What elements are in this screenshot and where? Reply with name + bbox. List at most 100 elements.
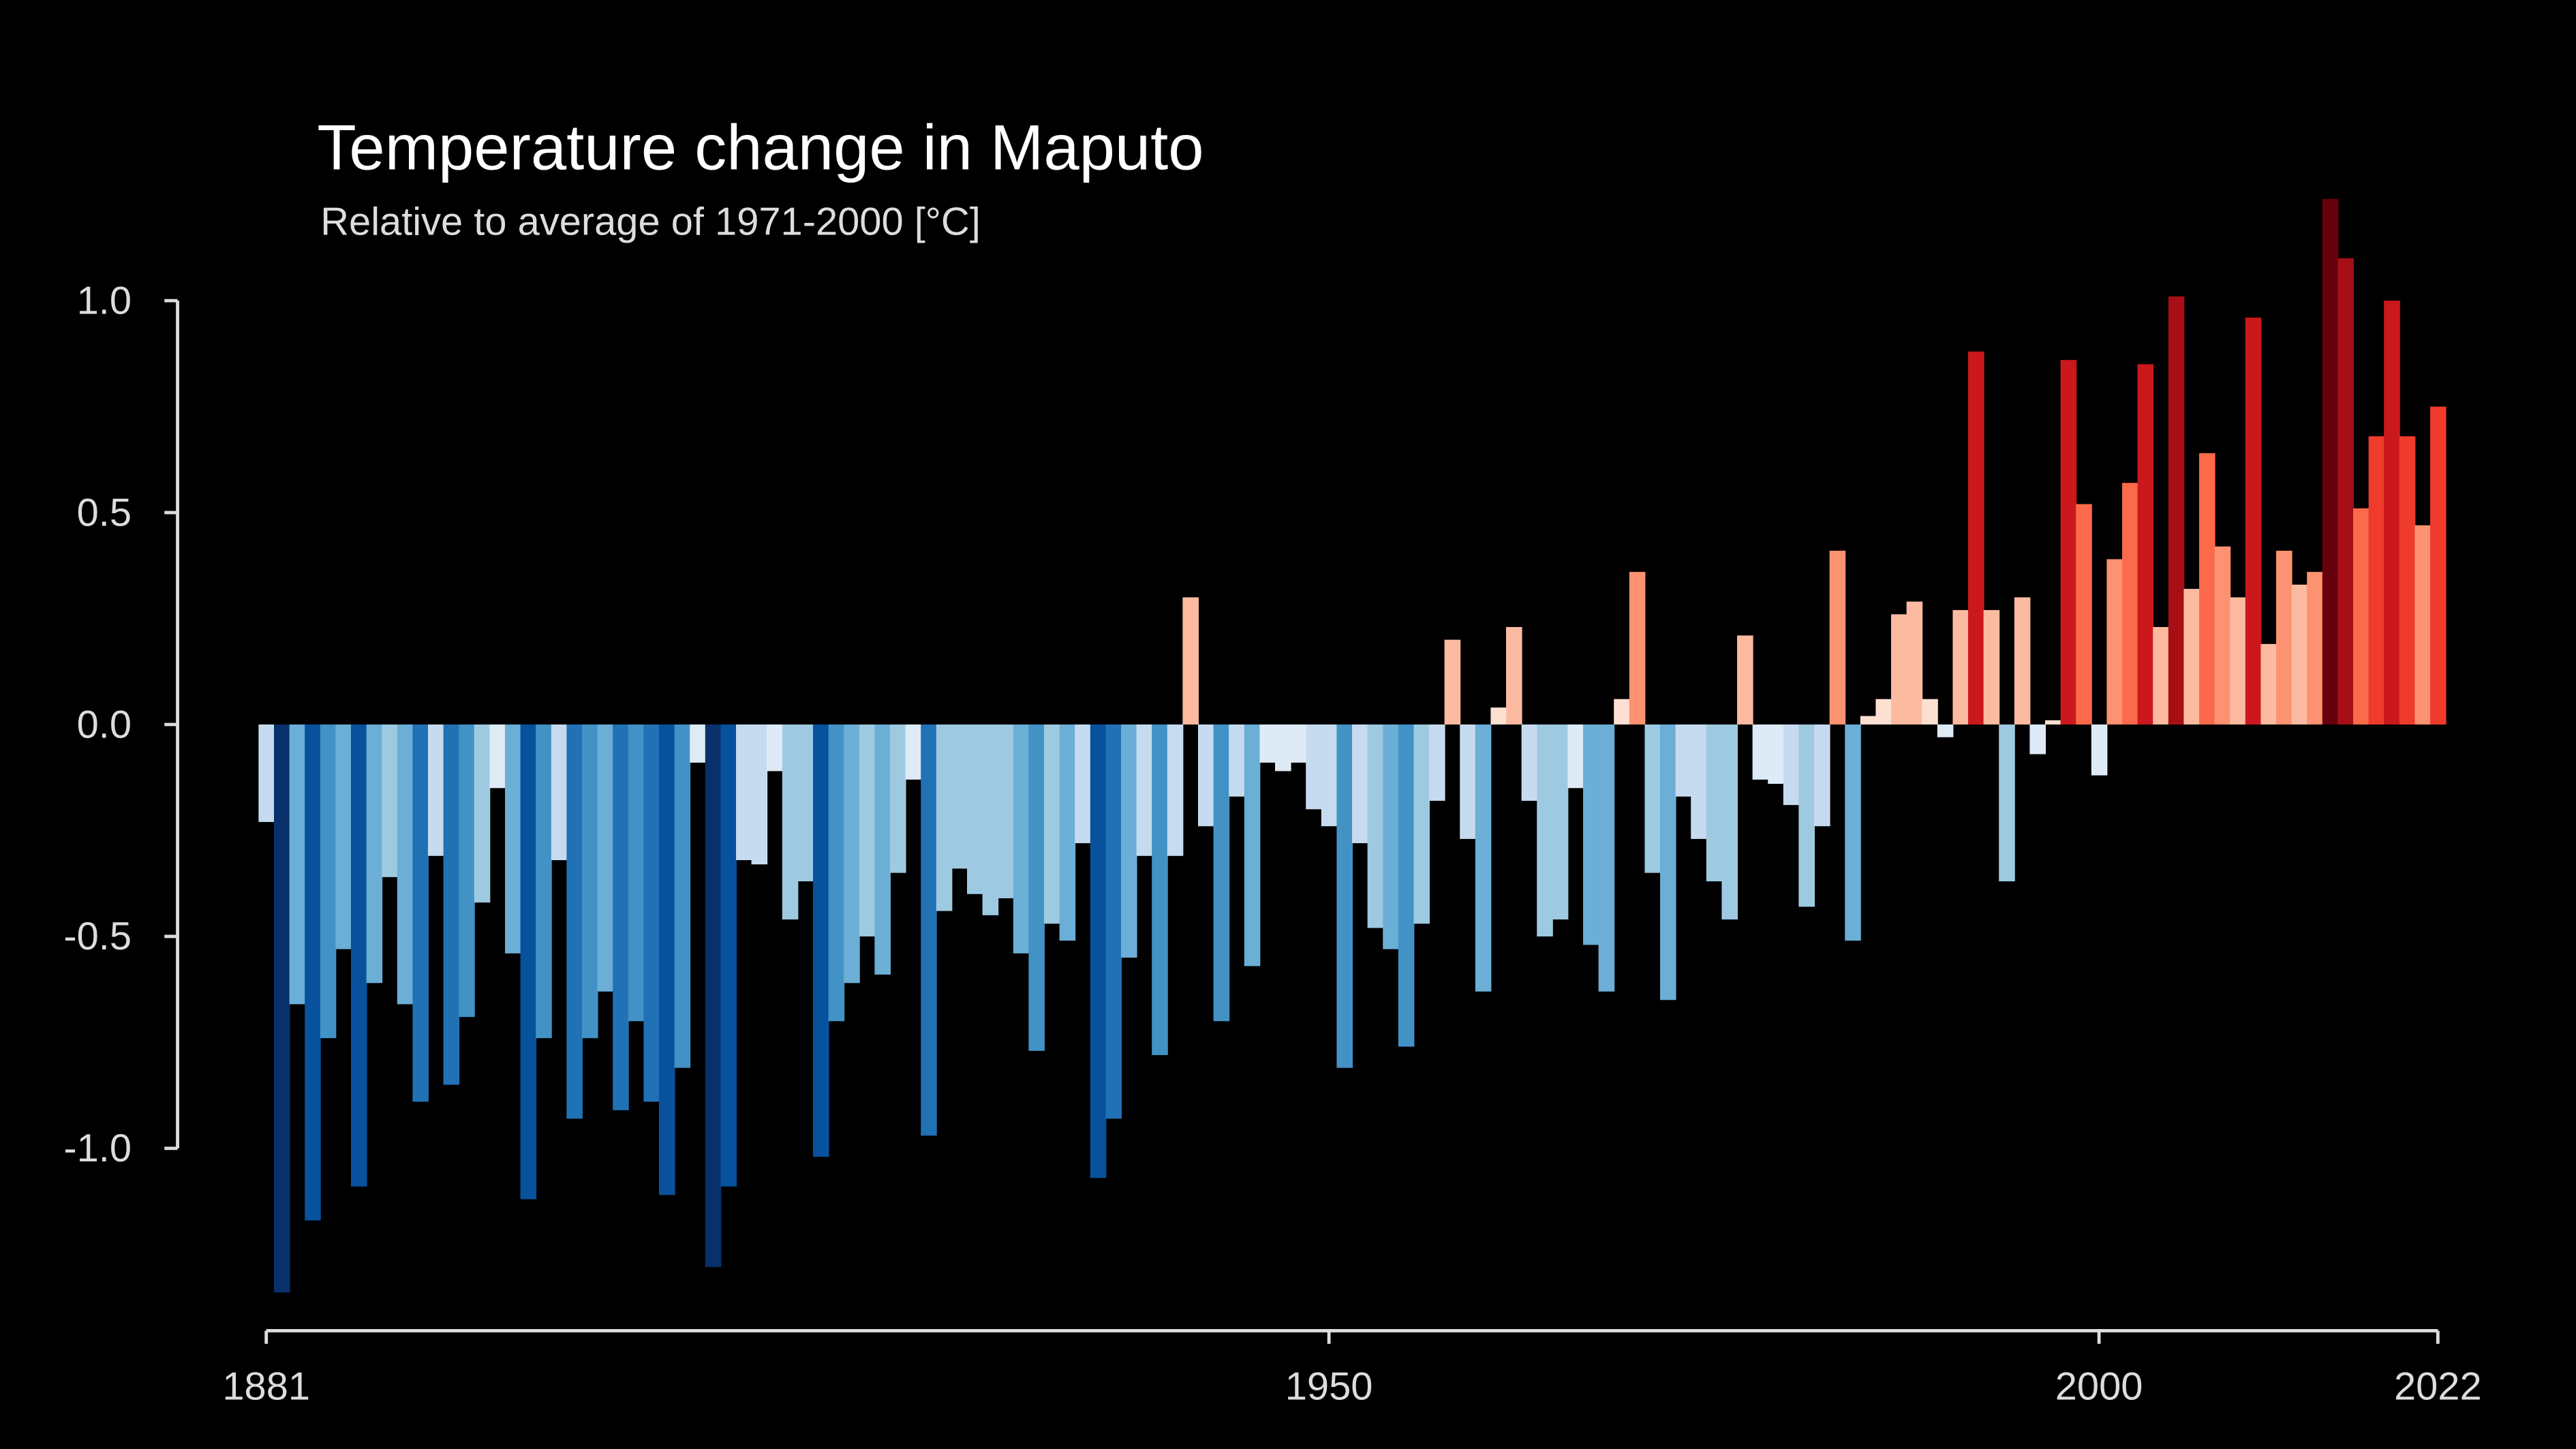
bar bbox=[2137, 364, 2154, 724]
bar bbox=[1783, 724, 1800, 806]
bar bbox=[1691, 724, 1707, 839]
bar bbox=[2045, 720, 2061, 724]
bar bbox=[2029, 724, 2046, 754]
bar bbox=[2214, 546, 2231, 724]
bar bbox=[1167, 724, 1184, 856]
bar bbox=[1490, 707, 1507, 724]
bar bbox=[751, 724, 768, 865]
bar bbox=[2106, 559, 2123, 724]
bar bbox=[767, 724, 783, 772]
x-tick-label: 1950 bbox=[1285, 1365, 1373, 1409]
bar bbox=[674, 724, 691, 1068]
bar bbox=[366, 724, 383, 983]
bar bbox=[1383, 724, 1399, 949]
bar bbox=[505, 724, 521, 954]
bar bbox=[2199, 453, 2215, 724]
bar bbox=[1629, 572, 1646, 724]
bar bbox=[1136, 724, 1153, 856]
bar bbox=[1860, 716, 1877, 724]
bar bbox=[1737, 635, 1753, 724]
bar bbox=[2276, 551, 2293, 724]
bar bbox=[1013, 724, 1030, 954]
bar bbox=[936, 724, 953, 911]
bar bbox=[351, 724, 367, 1187]
bar bbox=[967, 724, 983, 894]
bar bbox=[1875, 699, 1892, 724]
bar bbox=[1259, 724, 1276, 763]
bar bbox=[998, 724, 1014, 898]
bar bbox=[1814, 724, 1830, 827]
bar bbox=[782, 724, 799, 920]
x-tick-label: 2022 bbox=[2394, 1365, 2482, 1409]
bar bbox=[1952, 610, 1969, 724]
bar bbox=[551, 724, 568, 861]
bar bbox=[1306, 724, 1322, 810]
bar bbox=[1121, 724, 1137, 958]
chart-title: Temperature change in Maputo bbox=[317, 111, 1203, 183]
bar bbox=[1906, 601, 1923, 724]
chart-subtitle: Relative to average of 1971-2000 [°C] bbox=[320, 200, 981, 244]
bar bbox=[628, 724, 645, 1022]
y-tick-label: 1.0 bbox=[77, 279, 132, 322]
bar bbox=[382, 724, 398, 877]
bar bbox=[1290, 724, 1307, 763]
bar bbox=[1752, 724, 1769, 780]
y-tick-label: -1.0 bbox=[63, 1127, 132, 1170]
bar bbox=[258, 724, 275, 823]
bar bbox=[289, 724, 306, 1005]
bar bbox=[2322, 198, 2339, 724]
bar bbox=[2183, 588, 2200, 724]
bar bbox=[1644, 724, 1661, 873]
bar bbox=[1706, 724, 1723, 882]
bar bbox=[2430, 406, 2447, 724]
y-tick-label: 0.0 bbox=[77, 703, 132, 746]
bar bbox=[2337, 258, 2354, 725]
bar bbox=[566, 724, 583, 1119]
bar bbox=[2076, 504, 2092, 724]
bar bbox=[1999, 724, 2015, 882]
bar bbox=[1460, 724, 1476, 839]
bar bbox=[659, 724, 675, 1195]
bar bbox=[720, 724, 737, 1187]
bar bbox=[443, 724, 460, 1085]
bar bbox=[1552, 724, 1569, 920]
bar bbox=[1244, 724, 1261, 966]
bar bbox=[1429, 724, 1445, 801]
bar bbox=[736, 724, 752, 861]
x-tick-label: 1881 bbox=[222, 1365, 310, 1409]
bar bbox=[2245, 317, 2262, 724]
bar bbox=[705, 724, 722, 1268]
bar bbox=[921, 724, 937, 1136]
bar bbox=[1614, 699, 1630, 724]
bar bbox=[1521, 724, 1538, 801]
bar bbox=[813, 724, 829, 1157]
bar bbox=[305, 724, 321, 1221]
bar bbox=[690, 724, 706, 763]
bar bbox=[1983, 610, 2000, 724]
bar bbox=[1660, 724, 1676, 1001]
bar bbox=[1798, 724, 1815, 907]
bar bbox=[2414, 525, 2431, 724]
bar bbox=[2168, 296, 2185, 725]
bar bbox=[1321, 724, 1338, 827]
bar bbox=[2060, 360, 2077, 724]
bar bbox=[1444, 639, 1461, 724]
y-tick-label: 0.5 bbox=[77, 491, 132, 534]
bar bbox=[459, 724, 475, 1018]
bar bbox=[1075, 724, 1091, 844]
bar bbox=[797, 724, 814, 882]
bar bbox=[1367, 724, 1384, 928]
bar bbox=[1182, 597, 1199, 724]
bar bbox=[2291, 584, 2308, 724]
y-tick-label: -0.5 bbox=[63, 915, 132, 958]
bar bbox=[905, 724, 922, 780]
bar bbox=[951, 724, 968, 869]
bar bbox=[1922, 699, 1938, 724]
bar bbox=[1275, 724, 1291, 772]
bar bbox=[1506, 626, 1522, 724]
bar bbox=[1213, 724, 1230, 1022]
bar bbox=[2230, 597, 2246, 724]
bar bbox=[320, 724, 337, 1039]
bar bbox=[1413, 724, 1430, 924]
